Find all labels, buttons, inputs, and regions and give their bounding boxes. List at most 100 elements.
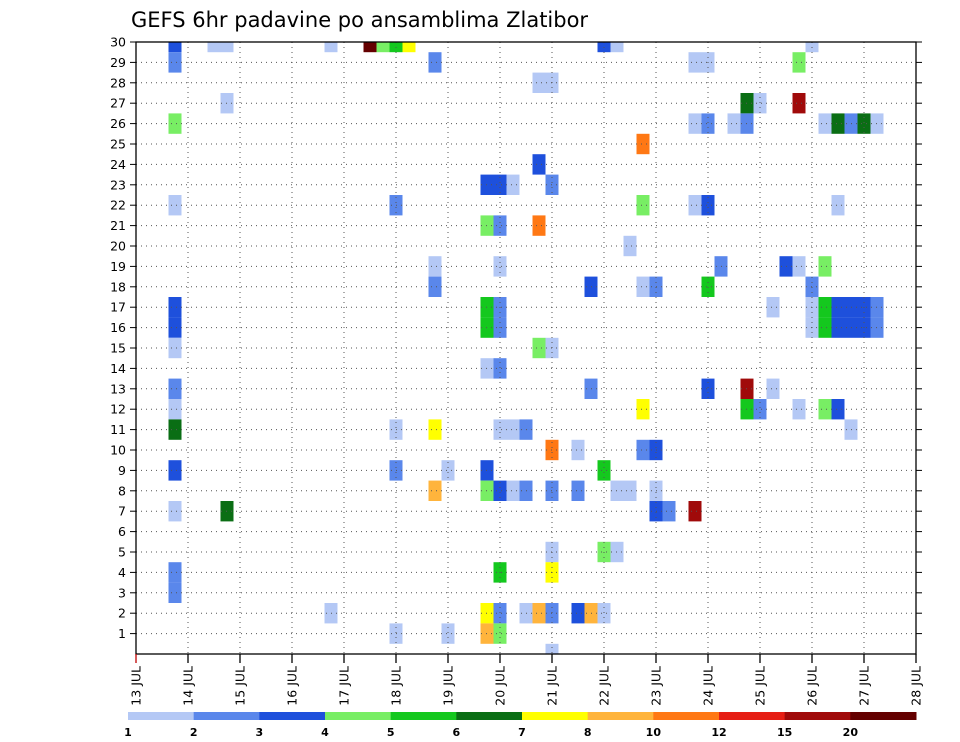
- y-tick-label: 25: [110, 137, 126, 152]
- y-tick-label: 21: [110, 218, 126, 233]
- y-tick-label: 30: [110, 35, 126, 50]
- precip-cell: [636, 439, 650, 461]
- precip-cell: [493, 623, 507, 644]
- colorbar-swatch: [850, 712, 917, 720]
- precip-cell: [571, 439, 585, 461]
- precip-cell: [688, 195, 702, 216]
- precip-cell: [428, 480, 442, 501]
- grid: [136, 42, 916, 654]
- colorbar-swatch: [522, 712, 589, 720]
- precip-cell: [168, 501, 182, 522]
- precip-cell: [428, 52, 442, 73]
- precip-cell: [857, 113, 871, 134]
- colorbar-swatch: [390, 712, 457, 720]
- precip-cell: [428, 256, 442, 277]
- y-tick-label: 3: [118, 585, 126, 600]
- y-tick-label: 19: [110, 259, 126, 274]
- precip-cell: [571, 603, 585, 624]
- precip-cell: [753, 399, 767, 420]
- colorbar-label: 1: [124, 726, 132, 739]
- colorbar-swatch: [784, 712, 851, 720]
- colorbar-label: 6: [453, 726, 461, 739]
- precip-cell: [597, 603, 611, 624]
- y-tick-label: 8: [118, 483, 126, 498]
- precip-cell: [792, 399, 806, 420]
- colorbar-label: 4: [321, 726, 329, 739]
- precip-cell: [610, 42, 624, 53]
- x-tick-label: 25 JUL: [753, 666, 768, 706]
- precip-cell: [493, 358, 507, 379]
- colorbar-swatch: [653, 712, 720, 720]
- precip-cell: [662, 501, 676, 522]
- x-tick-label: 13 JUL: [129, 666, 144, 706]
- colorbar-swatch: [325, 712, 392, 720]
- precip-cell: [766, 378, 780, 399]
- colorbar-swatch: [456, 712, 523, 720]
- y-tick-label: 22: [110, 198, 126, 213]
- colorbar-label: 5: [387, 726, 395, 739]
- y-tick-label: 27: [110, 96, 126, 111]
- precip-cell: [168, 297, 182, 318]
- colorbar-label: 3: [256, 726, 264, 739]
- precip-cell: [701, 378, 715, 399]
- x-axis: 13 JUL 14 JUL 15 JUL 16 JUL 17 JUL 18 JUL 19 J…: [129, 654, 924, 706]
- x-tick-label: 15 JUL: [233, 666, 248, 706]
- colorbar-swatch: [259, 712, 326, 720]
- y-tick-label: 11: [110, 422, 126, 437]
- x-tick-label: 16 JUL: [285, 666, 300, 706]
- y-tick-label: 6: [118, 524, 126, 539]
- precip-cell: [168, 337, 182, 359]
- y-tick-label: 28: [110, 75, 126, 90]
- colorbar-swatch: [587, 712, 654, 720]
- precip-cell: [493, 480, 507, 501]
- precip-cell: [363, 42, 377, 53]
- colorbar-label: 10: [646, 726, 662, 739]
- colorbar: 1 2 3 4 5 6 7 8 10 12 15 20: [124, 712, 917, 739]
- precip-cell: [636, 195, 650, 216]
- y-tick-label: 7: [118, 504, 126, 519]
- x-tick-label: 22 JUL: [597, 666, 612, 706]
- y-tick-label: 17: [110, 300, 126, 315]
- precip-cell: [532, 154, 546, 175]
- precip-cell: [532, 603, 546, 624]
- precip-cell: [623, 235, 637, 257]
- x-tick-label: 18 JUL: [389, 666, 404, 706]
- precip-cell: [831, 399, 845, 420]
- precip-cell: [636, 399, 650, 420]
- y-tick-label: 13: [110, 381, 126, 396]
- precip-cell: [623, 480, 637, 501]
- precip-cell: [818, 317, 832, 338]
- precip-cell: [688, 52, 702, 73]
- precip-cell: [688, 501, 702, 522]
- colorbar-label: 20: [843, 726, 859, 739]
- y-tick-label: 18: [110, 279, 126, 294]
- precip-cell: [428, 419, 442, 440]
- precip-cell: [818, 256, 832, 277]
- precip-cell: [506, 419, 520, 440]
- x-tick-label: 19 JUL: [441, 666, 456, 706]
- y-tick-label: 1: [118, 626, 126, 641]
- colorbar-swatch: [719, 712, 786, 720]
- x-tick-label: 14 JUL: [181, 666, 196, 706]
- y-tick-label: 10: [110, 443, 126, 458]
- x-tick-label: 26 JUL: [805, 666, 820, 706]
- precip-cell: [493, 603, 507, 624]
- precip-cell: [168, 460, 182, 481]
- y-tick-label: 4: [118, 565, 126, 580]
- precip-cell: [402, 42, 416, 53]
- precip-cell: [792, 93, 806, 114]
- precip-cell: [636, 133, 650, 155]
- colorbar-label: 8: [584, 726, 592, 739]
- precip-cell: [753, 93, 767, 114]
- y-tick-label: 14: [110, 361, 126, 376]
- precip-cell: [493, 215, 507, 236]
- precip-cell: [532, 337, 546, 359]
- x-tick-label: 17 JUL: [337, 666, 352, 706]
- y-tick-label: 9: [118, 463, 126, 478]
- precip-cell: [168, 42, 182, 53]
- x-tick-label: 21 JUL: [545, 666, 560, 706]
- precip-cell: [597, 460, 611, 481]
- precip-cell: [220, 42, 234, 53]
- colorbar-label: 2: [190, 726, 198, 739]
